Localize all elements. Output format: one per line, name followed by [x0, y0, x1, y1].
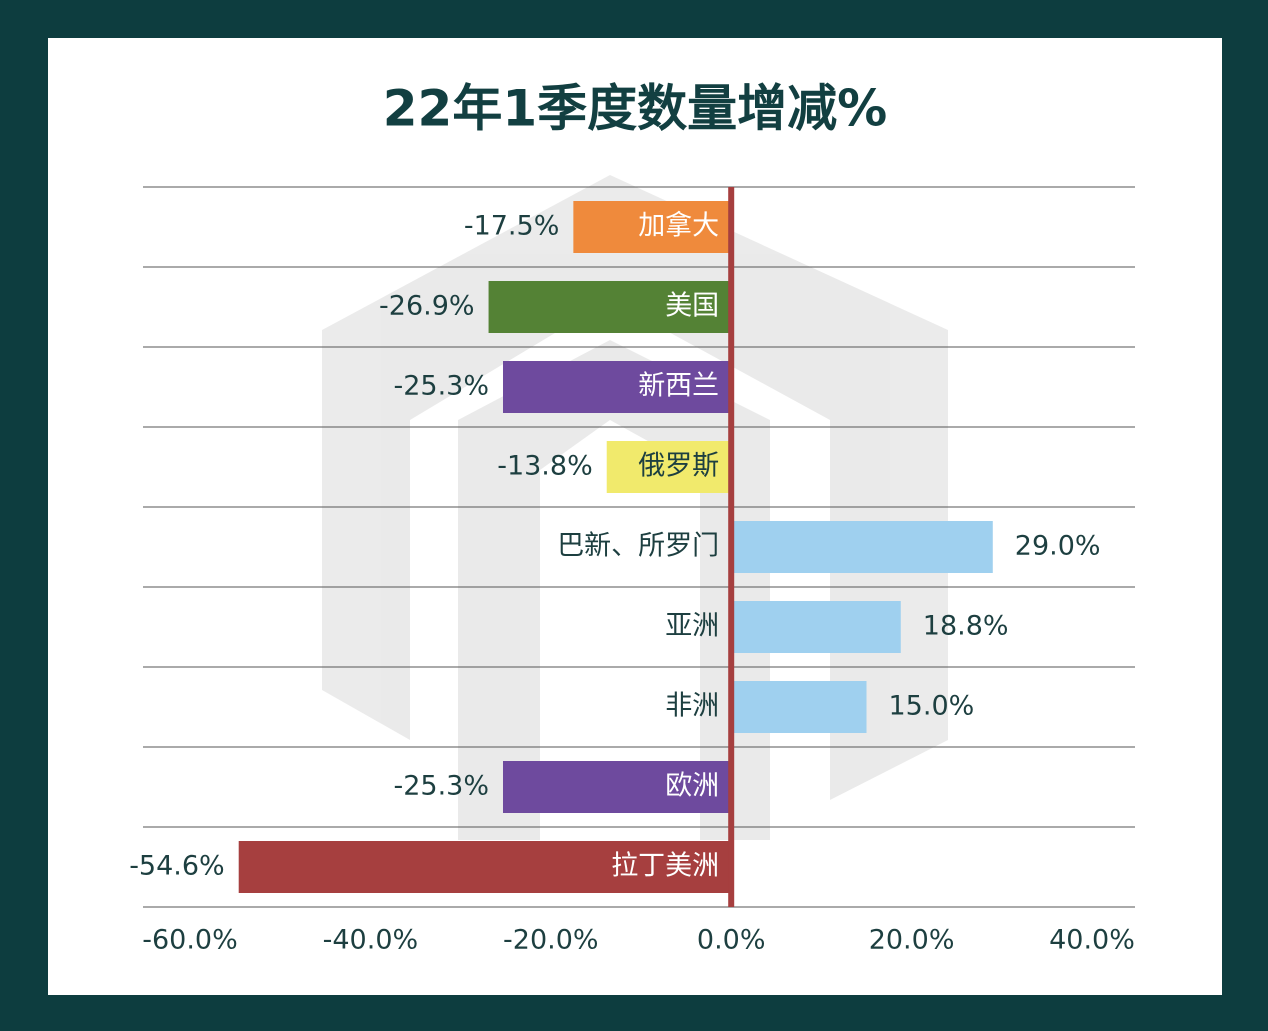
- x-tick-label: 40.0%: [1049, 925, 1135, 956]
- bar: [488, 281, 732, 333]
- bar: [238, 841, 732, 893]
- value-label: 18.8%: [923, 611, 1009, 642]
- bar: [731, 601, 901, 653]
- bar: [731, 521, 993, 573]
- value-label: -17.5%: [464, 211, 560, 242]
- value-label: 29.0%: [1015, 531, 1101, 562]
- value-label: -26.9%: [379, 291, 475, 322]
- bar: [731, 681, 867, 733]
- value-label: -54.6%: [129, 851, 225, 882]
- value-label: -25.3%: [393, 771, 489, 802]
- x-tick-label: -60.0%: [142, 925, 238, 956]
- bar: [573, 201, 732, 253]
- value-label: -25.3%: [393, 371, 489, 402]
- bar: [502, 361, 732, 413]
- category-label: 拉丁美洲: [611, 851, 719, 882]
- panel: [48, 38, 1222, 995]
- bar: [502, 761, 732, 813]
- category-label: 欧洲: [665, 771, 719, 802]
- category-label: 美国: [665, 291, 719, 322]
- category-label: 加拿大: [638, 211, 719, 242]
- x-tick-label: -20.0%: [503, 925, 599, 956]
- category-label: 新西兰: [638, 371, 719, 402]
- value-label: 15.0%: [889, 691, 975, 722]
- bar: [606, 441, 732, 493]
- x-tick-label: 0.0%: [697, 925, 766, 956]
- x-tick-label: 20.0%: [869, 925, 955, 956]
- chart-title: 22年1季度数量增减%: [383, 80, 887, 138]
- category-label: 亚洲: [665, 611, 719, 642]
- value-label: -13.8%: [497, 451, 593, 482]
- category-label: 非洲: [665, 691, 719, 722]
- category-label: 俄罗斯: [638, 451, 719, 482]
- category-label: 巴新、所罗门: [557, 531, 719, 562]
- x-tick-label: -40.0%: [323, 925, 419, 956]
